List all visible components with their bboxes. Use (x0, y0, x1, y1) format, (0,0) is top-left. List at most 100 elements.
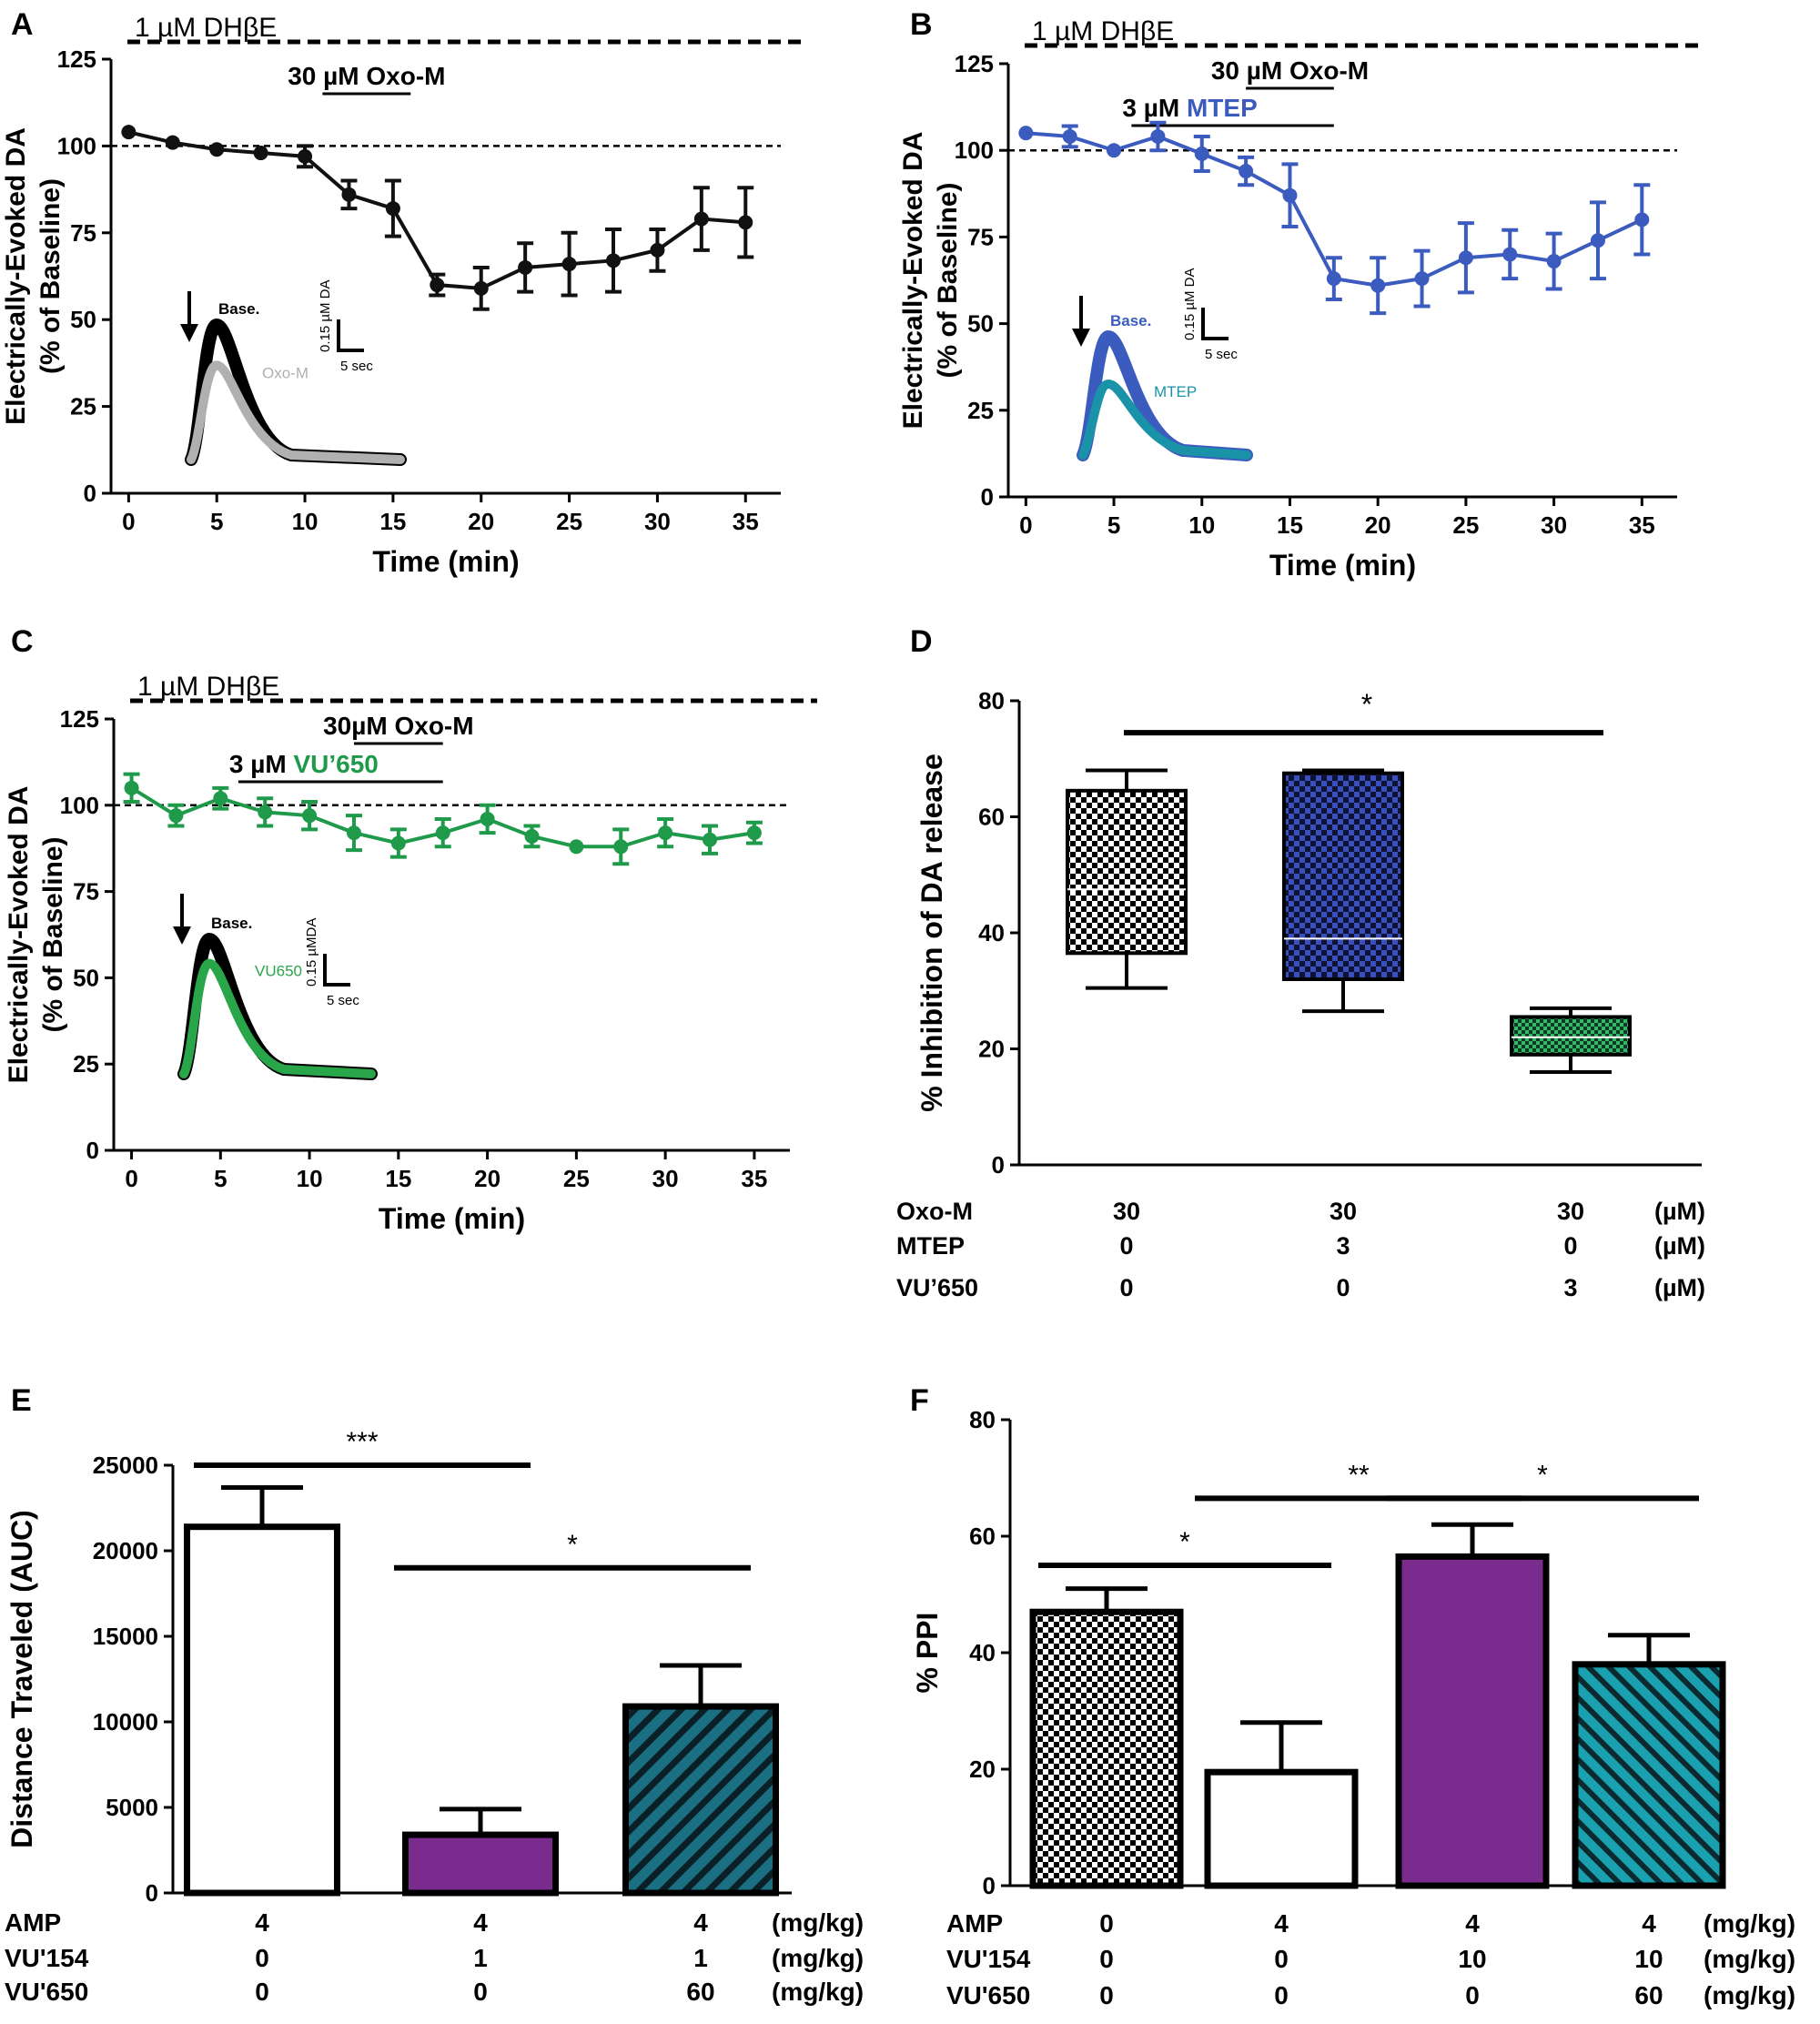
panel-f-y-tick-label: 0 (983, 1872, 996, 1899)
panel-b-scale-bar (1201, 308, 1228, 340)
panel-a-inset-trace (187, 360, 405, 464)
panel-b-data-point (1239, 164, 1254, 179)
panel-f-y-tick-label: 80 (969, 1406, 996, 1433)
panel-c-data-point (302, 808, 318, 824)
panel-b-inset-trace (1078, 379, 1251, 460)
panel-f-condition-value: 4 (1642, 1909, 1656, 1938)
panel-a-y-tick-label: 75 (70, 219, 96, 247)
panel-b-scale-label-y: 0.15 µM DA (1182, 268, 1198, 340)
panel-e-condition-label: AMP (5, 1908, 61, 1937)
panel-f-significance-label: * (1537, 1460, 1548, 1490)
panel-b-x-tick-label: 15 (1277, 511, 1303, 539)
panel-f-condition-value: 10 (1458, 1945, 1486, 1973)
panel-f-condition-value: 0 (1465, 1981, 1480, 2009)
panel-a-data-point (473, 280, 489, 296)
panel-f-condition-unit: (mg/kg) (1704, 1909, 1795, 1938)
panel-c-x-tick-label: 10 (297, 1165, 323, 1192)
panel-b-data-point (1458, 250, 1473, 266)
panel-a-time-course: 0 25 50 75 100 125 0 5 10 15 20 25 30 35 Time (min) Ele… (1, 13, 808, 578)
panel-letter-f: F (910, 1383, 929, 1418)
panel-f-bar (1029, 1608, 1184, 1889)
panel-d-condition-unit: (µM) (1654, 1232, 1705, 1260)
panel-d-condition-value: 0 (1563, 1232, 1577, 1260)
panel-letter-a: A (11, 7, 34, 42)
panel-d-condition-value: 0 (1119, 1274, 1133, 1301)
panel-d-condition-value: 3 (1336, 1232, 1350, 1260)
panel-f-condition-value: 4 (1274, 1909, 1289, 1938)
panel-d-condition-unit: (µM) (1654, 1274, 1705, 1301)
panel-b-drug-label-dhbe: 1 µM DHβE (1032, 16, 1174, 46)
panel-d-y-axis-label: % Inhibition of DA release (915, 754, 948, 1112)
panel-a-data-point (650, 242, 665, 258)
panel-c-x-tick-label: 25 (563, 1165, 590, 1192)
panel-c-inset-label-base: Base. (211, 915, 252, 932)
panel-a-x-axis-label: Time (min) (372, 545, 519, 578)
panel-f-y-tick-label: 60 (969, 1523, 996, 1550)
panel-c-inset-trace (179, 958, 376, 1078)
panel-c-drug-label-name: VU’650 (293, 750, 378, 778)
panel-f-significance-label: * (1179, 1527, 1190, 1557)
panel-f-bar (1572, 1661, 1726, 1889)
panel-c-data-point (613, 839, 629, 855)
panel-d-condition-label: MTEP (896, 1232, 965, 1260)
panel-a-inset-label-drug: Oxo-M (262, 364, 308, 381)
panel-a-data-point (165, 135, 180, 150)
panel-c-y-tick-label: 50 (73, 964, 99, 991)
panel-f-condition-value: 0 (1274, 1945, 1289, 1973)
panel-b-data-point (1194, 147, 1209, 162)
panel-d-y-tick-label: 20 (978, 1036, 1005, 1063)
panel-c-x-tick-label: 5 (214, 1165, 227, 1192)
panel-c-data-point (524, 828, 540, 844)
panel-e-condition-label: VU'650 (5, 1978, 88, 2006)
panel-b-data-point (1326, 271, 1341, 287)
panel-c-x-tick-label: 20 (474, 1165, 500, 1192)
panel-a-x-tick-label: 35 (733, 508, 759, 535)
panel-e-y-tick-label: 20000 (93, 1537, 158, 1564)
panel-b-drug-label-prefix: 3 µM (1122, 94, 1187, 122)
panel-a-series-line (127, 130, 746, 290)
panel-c-y-axis-label-line1: Electrically-Evoked DA (4, 786, 34, 1084)
panel-c-x-tick-label: 30 (652, 1165, 679, 1192)
panel-a-data-point (606, 253, 621, 268)
panel-c-drug-label-prefix: 3 µM (229, 750, 294, 778)
panel-a-y-axis-label-line2: (% of Baseline) (35, 178, 66, 374)
panel-d-condition-label: Oxo-M (896, 1198, 973, 1225)
panel-b-y-tick-label: 0 (981, 483, 994, 511)
panel-e-significance-label: *** (346, 1427, 378, 1457)
panel-f-condition-label: AMP (946, 1909, 1003, 1938)
panel-c-x-tick-label: 15 (385, 1165, 411, 1192)
panel-c-data-point (390, 835, 406, 851)
panel-b-inset-label-drug: MTEP (1154, 383, 1197, 400)
panel-e-condition-value: 60 (686, 1978, 714, 2006)
panel-c-drug-label-dhbe: 1 µM DHβE (137, 672, 279, 702)
panel-a-x-tick-label: 0 (122, 508, 135, 535)
panel-a-data-point (561, 257, 577, 272)
panel-d-y-tick-label: 40 (978, 919, 1005, 946)
panel-b-y-axis-label-line2: (% of Baseline) (933, 182, 963, 378)
panel-a-data-point (121, 125, 136, 140)
panel-c-y-tick-label: 25 (73, 1050, 99, 1078)
panel-a-x-tick-label: 10 (292, 508, 318, 535)
panel-a-x-tick-label: 25 (556, 508, 582, 535)
panel-a-scale-bar (337, 319, 364, 352)
panel-e-bar (184, 1523, 340, 1897)
panel-b-y-tick-label: 100 (955, 137, 994, 164)
panel-f-y-axis-label: % PPI (911, 1613, 944, 1694)
panel-f-condition-value: 60 (1634, 1981, 1663, 2009)
panel-e-condition-unit: (mg/kg) (772, 1944, 864, 1972)
panel-e-significance-label: * (567, 1530, 578, 1560)
panel-a-inset-trace (185, 318, 407, 466)
panel-e-condition-unit: (mg/kg) (772, 1908, 864, 1937)
panel-e-y-tick-label: 10000 (93, 1708, 158, 1736)
panel-c-y-axis-label-line2: (% of Baseline) (38, 836, 68, 1032)
panel-c-data-point (435, 825, 450, 841)
panel-d-box (1282, 771, 1404, 981)
panel-d-condition-value: 0 (1336, 1274, 1350, 1301)
panel-d-box-plot: 0 20 40 60 80 % Inhibition of DA release * Oxo-… (896, 687, 1705, 1301)
panel-c-scale-label-y: 0.15 µMDA (304, 918, 319, 987)
panel-c-data-point (658, 825, 673, 841)
panel-letter-d: D (910, 624, 933, 659)
panel-c-data-point (258, 805, 273, 820)
panel-b-data-point (1282, 187, 1298, 203)
